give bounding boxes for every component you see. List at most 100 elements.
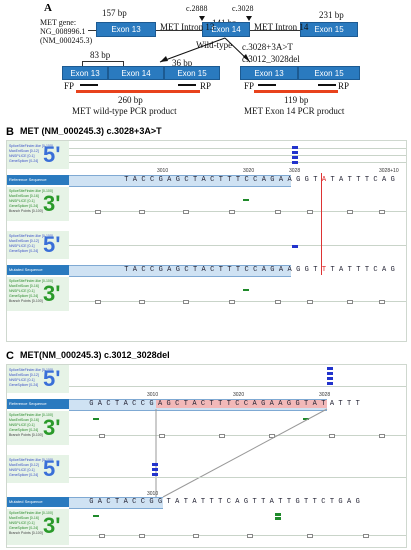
right-fp-primer [258,84,276,86]
c-mut3-track-3: GeneSplicer [0-24] [9,526,39,530]
b-mut3-tracks: SpliceSiteFinder-like [0-100] MaxEntScan… [7,277,69,304]
intron14-label: MET Intron 14 [254,22,309,32]
c-ref3-branch-line [69,435,406,436]
c-ref5-track-1: MaxEntScan [0-12] [9,373,39,377]
b-ref-base: C [149,176,155,184]
size-exon13: 157 bp [102,8,127,18]
arrow-c3028-icon [246,16,252,21]
mutant-1-label: c.3028+3A>T [242,42,293,52]
c-tick-3028: 3028 [319,392,331,398]
b-ref5-score-1 [292,146,298,149]
b-ref-base: A [321,176,327,184]
c-tick-3010: 3010 [147,392,159,398]
c-mut-base: T [166,498,171,506]
c-bp [363,534,369,538]
b-tick-3020: 3020 [243,168,255,174]
c-mut-base: T [218,498,223,506]
c-ref-base: T [347,400,352,408]
c-ref-base: C [200,400,206,408]
c-ref5-score-2 [327,372,333,375]
b-bp [307,210,313,214]
b-bp [183,300,189,304]
c-ref-base: G [149,400,154,408]
c-bp [99,434,105,438]
c-ref-base: T [218,400,223,408]
c-ref-base: T [321,400,326,408]
c-mut-base: A [235,498,240,506]
b-ref-three-prime: 3' [43,191,61,216]
b-mut5-line [69,245,406,246]
b-ref5-score-3 [292,156,298,159]
c-mut-base: T [312,498,317,506]
c-mut-base: G [149,498,154,506]
c-mut-base: C [132,498,137,506]
b-bp [275,300,281,304]
c-mut-base: C [106,498,111,506]
b-ref-base: T [347,176,352,184]
c-mut-base: T [286,498,292,506]
b-ref-base: T [227,176,232,184]
left-exon14: Exon 14 [108,66,164,80]
bp-36-label: 36 bp [172,58,193,68]
b-ref-base: A [201,176,206,184]
c-mut3-track-2: NNSPLICE [0-1] [9,521,35,525]
b-ref3-track-3: GeneSplicer [0-24] [9,204,39,208]
c-ref-base: A [192,400,197,408]
c-ref-base: C [243,400,249,408]
c-ref-base: C [106,400,111,408]
c-bp [379,434,385,438]
c-mut-base: G [338,498,343,506]
c-mut3-track-1: MaxEntScan [0-16] [9,516,39,520]
b-mut5-track-1: MaxEntScan [0-12] [9,239,39,243]
b-mut5-side: SpliceSiteFinder-like [0-100] MaxEntScan… [7,231,69,259]
b-ref-base: C [244,176,249,184]
c-ref5-line [69,386,406,387]
c-mut-base: T [278,498,283,506]
c-ref-base: T [338,400,343,408]
b-tick-3010: 3010 [157,168,169,174]
c-ref-base: T [304,400,309,408]
mutant-2-label: c.3012_3028del [242,54,300,64]
c-ref-base: A [123,400,128,408]
b-ref-base: C [253,176,258,184]
left-rp-label: RP [200,81,212,91]
c-ref-base: T [183,400,188,408]
b-mut5-tracks: SpliceSiteFinder-like [0-100] MaxEntScan… [7,231,69,254]
b-bp [379,210,385,214]
marker-c3028: c.3028 [232,4,254,13]
left-fp-label: FP [64,81,75,91]
b-mut-base: T [347,266,352,274]
c-mut5-track-3: GeneSplicer [0-24] [9,473,39,477]
marker-c2888: c.2888 [186,4,208,13]
c-mut-tick-3010: 3010 [147,491,159,497]
c-mut3-score-1 [93,515,99,517]
b-ref-base: G [296,176,301,184]
c-ref-base: G [295,400,300,408]
c-ref-base: C [175,400,180,408]
c-ref5-track-3: GeneSplicer [0-24] [9,383,39,387]
c-ref-base: T [355,400,360,408]
b-ref5-line-2 [69,155,406,156]
c-mut-base: T [304,498,309,506]
b-ref-exon-bar [69,175,291,187]
c-mut-exon-bar [69,497,163,509]
exon15-box: Exon 15 [300,22,358,37]
b-bp [229,210,235,214]
b-ref-base: G [158,176,163,184]
c-mut-three-prime: 3' [43,513,61,538]
c-mut-base: G [243,498,249,506]
b-mut-base: A [167,266,172,274]
c-ref5-score-1 [327,367,333,370]
c-ref-base: A [252,400,257,408]
right-size-label: 119 bp [284,95,309,105]
right-exon15: Exon 15 [298,66,360,80]
b-mut-base: G [304,266,309,274]
c-ref3-score-2 [303,418,309,420]
b-bp [95,210,101,214]
b-ref-base: C [184,176,189,184]
c-bp [99,534,105,538]
c-bp [269,434,275,438]
c-ref-base: A [329,400,335,408]
